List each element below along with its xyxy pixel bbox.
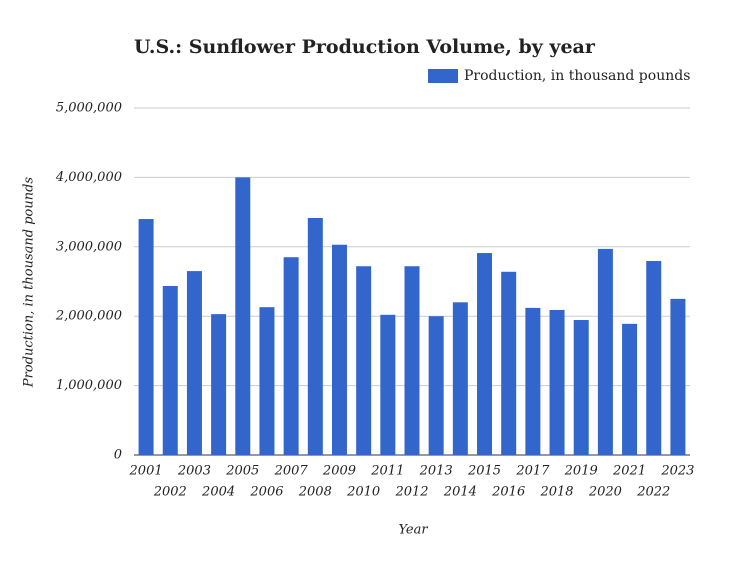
bar (477, 253, 493, 455)
bar (501, 271, 517, 455)
y-tick-label: 2,000,000 (55, 309, 122, 324)
x-tick-label: 2020 (588, 485, 622, 500)
bar (428, 316, 444, 455)
x-tick-label: 2001 (129, 464, 163, 479)
y-tick-label: 3,000,000 (56, 239, 122, 254)
x-tick-label: 2005 (225, 464, 259, 479)
bar (597, 248, 613, 455)
x-tick-label: 2011 (370, 464, 404, 479)
x-tick-label: 2003 (177, 464, 211, 479)
chart-title: U.S.: Sunflower Production Volume, by ye… (134, 36, 596, 58)
x-tick-label: 2018 (539, 485, 573, 500)
bar (162, 286, 178, 455)
bar (283, 257, 299, 455)
x-tick-label: 2008 (298, 485, 332, 500)
bar (259, 307, 275, 455)
x-tick-label: 2007 (274, 464, 309, 479)
y-axis-label: Production, in thousand pounds (22, 177, 37, 389)
y-tick-label: 0 (114, 448, 122, 463)
x-tick-label: 2010 (346, 485, 380, 500)
bar (525, 307, 541, 455)
legend-swatch (428, 69, 458, 83)
bar (307, 217, 323, 455)
bar (235, 177, 251, 455)
bar (211, 314, 227, 455)
x-tick-label: 2019 (564, 464, 598, 479)
x-tick-label: 2012 (394, 485, 428, 500)
bar (646, 261, 662, 455)
x-tick-label: 2014 (443, 485, 477, 500)
x-tick-label: 2009 (322, 464, 356, 479)
x-tick-label: 2006 (249, 485, 283, 500)
bar (549, 309, 565, 455)
x-tick-label: 2004 (201, 485, 235, 500)
y-tick-label: 4,000,000 (55, 170, 122, 185)
bar (138, 219, 154, 455)
x-tick-label: 2017 (515, 464, 550, 479)
legend-label: Production, in thousand pounds (464, 68, 690, 84)
x-tick-label: 2013 (419, 464, 453, 479)
bar (356, 266, 372, 455)
x-tick-label: 2016 (491, 485, 525, 500)
bar (380, 314, 396, 455)
y-tick-label: 5,000,000 (56, 101, 122, 116)
x-tick-label: 2023 (660, 464, 694, 479)
bar (622, 323, 638, 455)
x-axis-label: Year (398, 523, 428, 538)
x-tick-label: 2022 (636, 485, 670, 500)
x-tick-label: 2002 (153, 485, 187, 500)
bar (404, 266, 420, 455)
bar (186, 271, 202, 455)
x-tick-label: 2015 (467, 464, 501, 479)
bar (331, 244, 347, 455)
x-tick-label: 2021 (612, 464, 646, 479)
y-tick-label: 1,000,000 (56, 378, 122, 393)
bar (573, 320, 589, 455)
bar (670, 298, 686, 455)
bar (452, 302, 468, 455)
